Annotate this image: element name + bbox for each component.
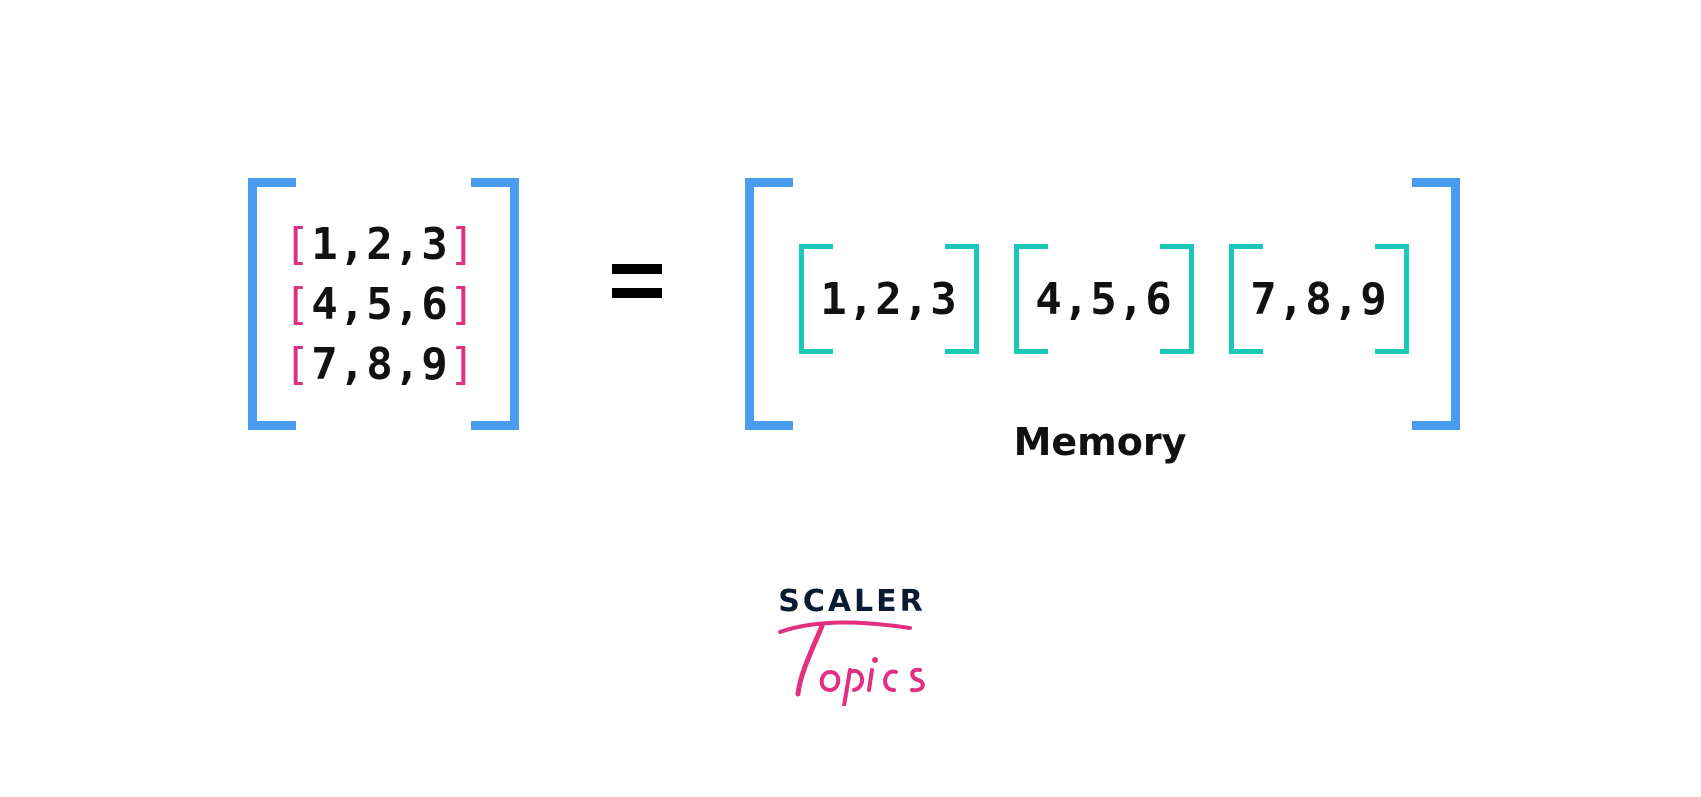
memory-left-bracket	[745, 178, 793, 430]
row-close-bracket: ]	[448, 338, 477, 390]
row-open-bracket: [	[283, 338, 312, 390]
matrix-row-2: [ 4,5,6 ]	[280, 276, 480, 332]
memory-right-bracket	[1412, 178, 1460, 430]
logo-scaler: SCALER	[778, 584, 926, 619]
matrix-row-3: [ 7,8,9 ]	[280, 336, 480, 392]
matrix-row-1: [ 1,2,3 ]	[280, 216, 480, 272]
memory-cell-values: 7,8,9	[1250, 273, 1388, 325]
equals-sign: =	[612, 256, 668, 306]
row-close-bracket: ]	[448, 278, 477, 330]
row-open-bracket: [	[283, 278, 312, 330]
svg-text:Topics: Topics	[760, 610, 763, 611]
memory-label: Memory	[1013, 420, 1187, 464]
memory-cell-2: 4,5,6	[1014, 244, 1194, 354]
matrix-left-bracket	[248, 178, 296, 430]
row-values: 7,8,9	[311, 338, 449, 390]
memory-cell-1: 1,2,3	[799, 244, 979, 354]
row-close-bracket: ]	[448, 218, 477, 270]
memory-cell-3: 7,8,9	[1229, 244, 1409, 354]
memory-cell-values: 4,5,6	[1035, 273, 1173, 325]
matrix-right-bracket	[471, 178, 519, 430]
row-values: 4,5,6	[311, 278, 449, 330]
row-open-bracket: [	[283, 218, 312, 270]
logo-topics-script: Topics	[760, 610, 925, 706]
row-values: 1,2,3	[311, 218, 449, 270]
memory-cell-values: 1,2,3	[820, 273, 958, 325]
